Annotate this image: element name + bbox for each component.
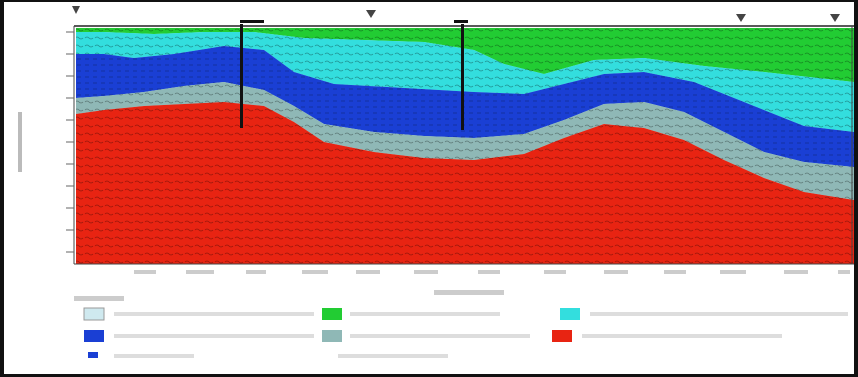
geological-cross-section xyxy=(18,2,854,358)
borehole-1 xyxy=(240,24,243,128)
y-axis xyxy=(18,26,75,264)
y-axis-title-smudge xyxy=(18,112,22,172)
borehole-2-cap xyxy=(454,20,468,23)
legend-item-blue xyxy=(84,330,314,342)
surface-marker-2 xyxy=(366,10,376,18)
legend-item-red xyxy=(552,330,782,342)
legend-title-smudge xyxy=(74,296,124,301)
sky-area xyxy=(74,2,854,28)
x-axis-title-smudge xyxy=(434,290,504,295)
legend-item-line xyxy=(88,352,448,358)
legend-item-pale xyxy=(83,307,314,321)
borehole-2 xyxy=(461,24,464,130)
x-axis xyxy=(74,263,854,295)
legend-item-cyan xyxy=(560,308,848,320)
surface-marker-1 xyxy=(72,6,80,14)
legend-item-green xyxy=(322,308,500,320)
legend-item-grey xyxy=(322,330,530,342)
surface-marker-4 xyxy=(830,14,840,22)
legend xyxy=(74,296,848,358)
layers xyxy=(76,28,854,264)
borehole-1-cap xyxy=(240,20,264,23)
surface-marker-3 xyxy=(736,14,746,22)
cross-section-figure xyxy=(4,2,854,374)
